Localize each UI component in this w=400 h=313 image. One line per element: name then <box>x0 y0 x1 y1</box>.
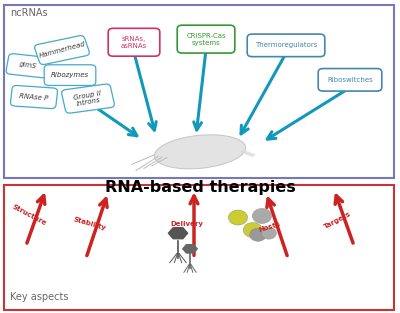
FancyBboxPatch shape <box>62 84 114 113</box>
FancyBboxPatch shape <box>108 28 160 56</box>
FancyBboxPatch shape <box>4 185 394 310</box>
Text: Group II
introns: Group II introns <box>73 90 103 107</box>
Text: Ribozymes: Ribozymes <box>51 72 89 78</box>
Text: Targets: Targets <box>323 211 352 230</box>
Text: CRISPR-Cas
systems: CRISPR-Cas systems <box>186 33 226 46</box>
Ellipse shape <box>241 150 247 154</box>
Ellipse shape <box>245 151 251 155</box>
Text: glmS: glmS <box>19 62 37 70</box>
Text: Riboswitches: Riboswitches <box>327 77 373 83</box>
Text: Hammerhead: Hammerhead <box>38 41 86 59</box>
Polygon shape <box>168 228 188 239</box>
Text: Stability: Stability <box>73 216 107 231</box>
Ellipse shape <box>249 153 255 157</box>
Polygon shape <box>183 245 197 253</box>
Text: Thermoregulators: Thermoregulators <box>255 42 317 49</box>
Text: RNAse P: RNAse P <box>19 93 49 101</box>
FancyBboxPatch shape <box>35 36 89 64</box>
Text: Delivery: Delivery <box>170 221 203 227</box>
FancyBboxPatch shape <box>44 65 96 85</box>
Text: Structure: Structure <box>12 203 48 226</box>
FancyBboxPatch shape <box>6 54 50 78</box>
Text: ncRNAs: ncRNAs <box>10 8 48 18</box>
Text: sRNAs,
asRNAs: sRNAs, asRNAs <box>121 36 147 49</box>
Ellipse shape <box>154 135 246 169</box>
Circle shape <box>252 208 272 223</box>
FancyBboxPatch shape <box>247 34 325 57</box>
Text: RNA-based therapies: RNA-based therapies <box>105 180 295 195</box>
Circle shape <box>250 228 266 241</box>
FancyBboxPatch shape <box>177 25 235 53</box>
FancyBboxPatch shape <box>318 69 382 91</box>
Circle shape <box>261 227 276 239</box>
Circle shape <box>228 210 248 225</box>
FancyBboxPatch shape <box>10 85 58 109</box>
FancyBboxPatch shape <box>4 5 394 178</box>
Circle shape <box>243 223 262 238</box>
Text: Key aspects: Key aspects <box>10 292 68 302</box>
Text: Hosts: Hosts <box>258 221 282 233</box>
